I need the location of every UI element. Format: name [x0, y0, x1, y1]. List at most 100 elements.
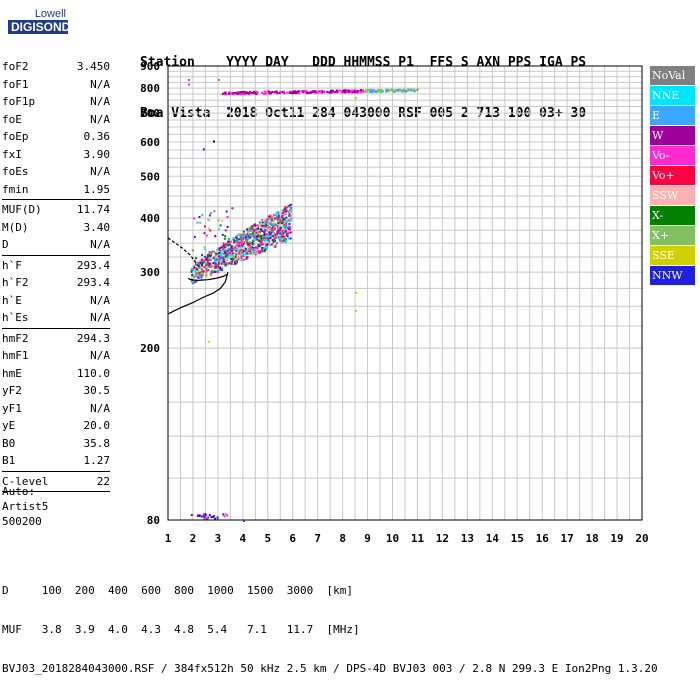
trace-point [275, 90, 278, 93]
trace-point [255, 92, 258, 95]
trace-point [281, 211, 284, 214]
trace-point [271, 91, 274, 94]
trace-point [241, 239, 244, 242]
trace-point [284, 238, 287, 241]
trace-point [209, 229, 212, 232]
param-value: 3.40 [83, 220, 111, 234]
trace-point [267, 237, 270, 240]
trace-point [350, 89, 353, 92]
trace-point [259, 222, 262, 225]
trace-point [190, 269, 193, 272]
trace-point [283, 237, 286, 240]
trace-point [376, 90, 379, 93]
param-value: 3.450 [76, 60, 110, 74]
trace-point [243, 246, 246, 249]
trace-point [192, 268, 195, 271]
trace-point [263, 232, 266, 235]
trace-point [193, 264, 196, 267]
trace-point [314, 91, 317, 94]
trace-point [225, 249, 228, 252]
trace-point [288, 226, 291, 229]
auto-label: Auto: [2, 485, 36, 498]
trace-point [370, 89, 373, 92]
trace-point [257, 227, 260, 230]
trace-point [245, 256, 248, 259]
y-tick-label: 500 [140, 170, 160, 183]
trace-point [224, 255, 227, 258]
trace-point [245, 240, 248, 243]
trace-point [228, 261, 231, 264]
trace-point [239, 236, 242, 239]
param-row: foE N/A [2, 111, 110, 129]
x-tick-label: 20 [635, 532, 648, 545]
trace-point [239, 256, 242, 259]
x-tick-label: 14 [486, 532, 500, 545]
param-value: 110.0 [76, 366, 110, 380]
trace-point [197, 276, 200, 279]
param-row: foEs N/A [2, 163, 110, 181]
param-name: M(D) [2, 220, 29, 234]
trace-point [224, 263, 227, 266]
trace-point [239, 247, 242, 250]
trace-point [287, 218, 290, 221]
trace-point [228, 243, 231, 246]
trace-point [257, 246, 260, 249]
trace-point [272, 229, 275, 232]
trace-point [208, 265, 211, 268]
trace-point [196, 268, 199, 271]
trace-point [407, 88, 410, 91]
trace-point [377, 89, 380, 92]
trace-point [212, 271, 215, 274]
trace-point [228, 250, 231, 253]
trace-point [236, 247, 239, 250]
y-tick-label: 800 [140, 82, 160, 95]
trace-point [259, 250, 262, 253]
trace-point [204, 515, 207, 518]
trace-point [215, 266, 218, 269]
trace-point [231, 207, 234, 210]
trace-point [278, 221, 281, 224]
trace-point [237, 252, 240, 255]
x-tick-label: 7 [314, 532, 321, 545]
trace-point [223, 250, 226, 253]
param-name: foE [2, 112, 22, 126]
x-tick-label: 13 [461, 532, 474, 545]
trace-point [270, 216, 273, 219]
y-tick-label: 400 [140, 212, 160, 225]
trace-point [222, 242, 225, 245]
trace-point [195, 272, 198, 275]
trace-point [288, 220, 291, 223]
trace-point [385, 90, 388, 93]
trace-point [247, 92, 250, 95]
trace-point [286, 235, 289, 238]
trace-point [231, 259, 234, 262]
trace-point [260, 226, 263, 229]
trace-point [287, 228, 290, 231]
trace-point [245, 233, 248, 236]
trace-point [230, 262, 233, 265]
x-tick-label: 19 [610, 532, 623, 545]
trace-point [268, 227, 271, 230]
legend-item-ssw: SSW [650, 186, 695, 205]
trace-point [266, 225, 269, 228]
trace-point [196, 262, 199, 265]
trace-point [250, 229, 253, 232]
param-row: yF1 N/A [2, 400, 110, 418]
trace-point [203, 225, 206, 228]
trace-point [231, 257, 234, 260]
trace-point [230, 258, 233, 261]
trace-point [282, 239, 285, 242]
trace-point [193, 235, 196, 238]
trace-point [236, 249, 239, 252]
autoscaling-info: Auto: Artist5 500200 [2, 484, 48, 529]
trace-point [288, 217, 291, 220]
trace-point [250, 235, 253, 238]
trace-point [315, 90, 318, 93]
trace-point [212, 262, 215, 265]
trace-point [201, 262, 204, 265]
trace-point [395, 89, 398, 92]
trace-point [231, 253, 234, 256]
trace-point [200, 272, 203, 275]
trace-point [285, 208, 288, 211]
trace-point [224, 252, 227, 255]
